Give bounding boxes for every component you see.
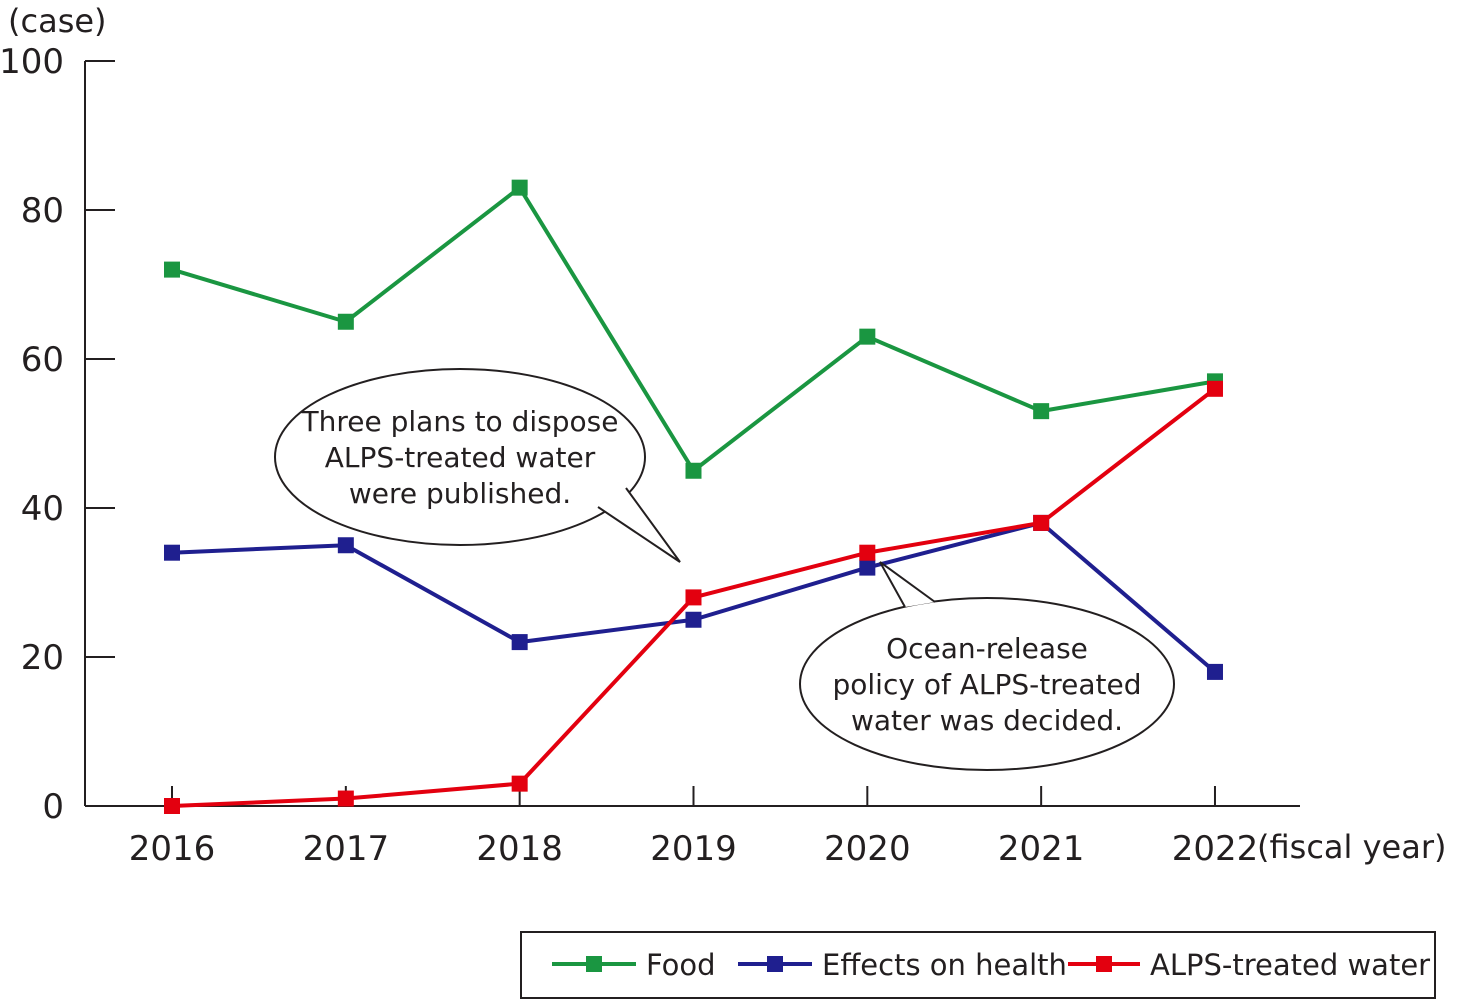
x-axis-unit-label: (fiscal year): [1257, 828, 1446, 866]
x-tick-label: 2020: [824, 829, 911, 869]
callout-text-line: policy of ALPS-treated: [833, 668, 1142, 701]
series-layer: [164, 179, 1223, 814]
y-tick-label: 0: [42, 787, 64, 827]
x-tick-label: 2018: [476, 829, 563, 869]
x-tick-label: 2021: [998, 829, 1085, 869]
x-tick-label: 2017: [303, 829, 390, 869]
y-tick-label: 80: [21, 191, 64, 231]
callout-text-line: water was decided.: [851, 704, 1123, 737]
y-axis-unit-label: (case): [8, 2, 107, 40]
data-point: [511, 634, 528, 651]
data-point: [859, 544, 876, 561]
x-tick-label: 2022: [1172, 829, 1259, 869]
callout-text-line: were published.: [349, 477, 571, 510]
y-axis-ticks: 0 20 40 60 80 100: [0, 42, 115, 827]
callout-tail: [879, 561, 936, 608]
data-point: [1033, 403, 1050, 420]
data-point: [337, 537, 354, 554]
series-2: [164, 380, 1223, 814]
callout-bubble: [274, 368, 646, 546]
legend-label: Effects on health: [822, 948, 1067, 982]
callout-text-line: Ocean-release: [886, 632, 1088, 665]
callout-text-line: Three plans to dispose: [301, 405, 619, 438]
x-tick-label: 2016: [129, 829, 216, 869]
legend-item-1: Effects on health: [738, 948, 1067, 982]
y-tick-label: 40: [21, 489, 64, 529]
callout-tail-fill: [880, 562, 935, 607]
data-point: [859, 559, 876, 576]
data-point: [685, 611, 702, 628]
data-point: [164, 261, 180, 278]
legend-item-0: Food: [552, 948, 716, 982]
legend-label: Food: [646, 948, 716, 982]
legend-swatch-marker: [767, 956, 783, 972]
x-axis-ticks: 2016 2017 2018 2019 2020 2021 2022: [129, 786, 1259, 869]
legend-swatch-marker: [1096, 956, 1112, 972]
callout-bubble: [799, 597, 1175, 771]
data-point: [1033, 514, 1050, 531]
data-point: [164, 544, 180, 561]
legend-label: ALPS-treated water: [1150, 948, 1430, 982]
data-point: [337, 790, 354, 807]
data-point: [859, 328, 876, 345]
data-point: [685, 462, 702, 479]
data-point: [1206, 380, 1223, 397]
callout-text-line: ALPS-treated water: [325, 441, 596, 474]
callout-tail-fill: [598, 488, 680, 562]
y-tick-label: 100: [0, 42, 64, 82]
data-point: [1206, 663, 1223, 680]
x-tick-label: 2019: [650, 829, 737, 869]
data-point: [511, 775, 528, 792]
legend: Food Effects on health ALPS-treated water: [520, 931, 1436, 999]
legend-swatch-marker: [586, 956, 602, 972]
callout-tail: [597, 487, 681, 563]
y-tick-label: 60: [21, 340, 64, 380]
y-tick-label: 20: [21, 638, 64, 678]
data-point: [164, 798, 180, 814]
legend-box: [520, 931, 1436, 999]
legend-item-2: ALPS-treated water: [1068, 948, 1430, 982]
data-point: [337, 313, 354, 330]
data-point: [685, 589, 702, 606]
data-point: [511, 179, 528, 196]
